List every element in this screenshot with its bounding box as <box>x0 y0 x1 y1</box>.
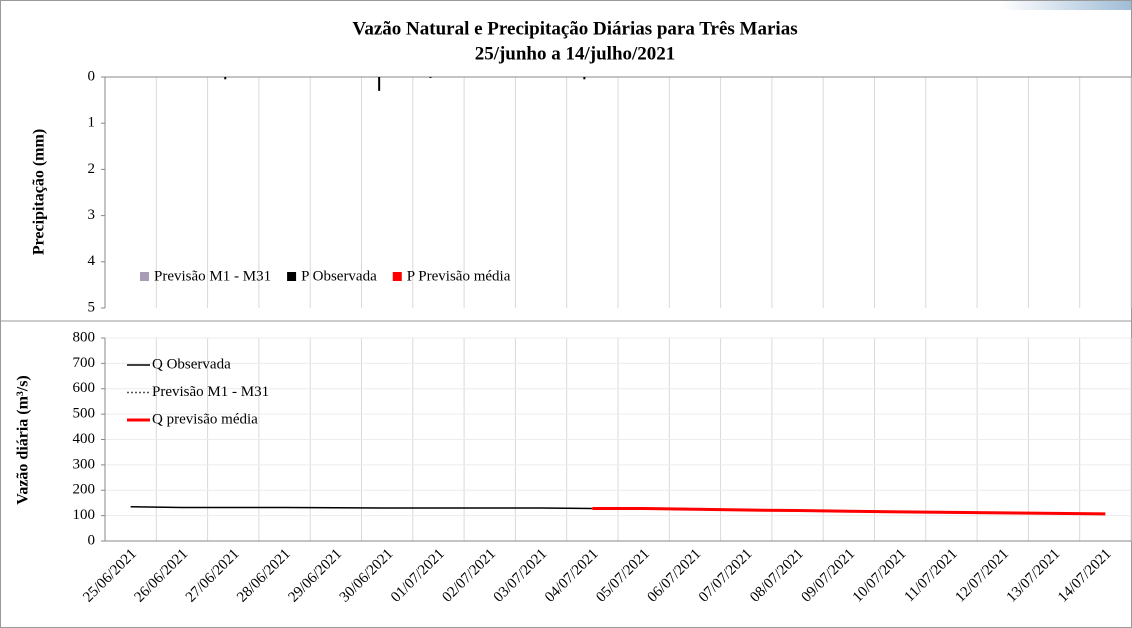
x-tick-label: 14/07/2021 <box>1055 546 1115 606</box>
x-tick-label: 03/07/2021 <box>491 546 551 606</box>
legend-label: Q previsão média <box>152 411 258 427</box>
y-tick-label: 4 <box>88 253 96 269</box>
x-tick-label: 27/06/2021 <box>183 546 243 606</box>
x-tick-label: 13/07/2021 <box>1004 546 1064 606</box>
x-tick-label: 12/07/2021 <box>952 546 1012 606</box>
bar <box>224 77 227 80</box>
x-tick-label: 01/07/2021 <box>388 546 448 606</box>
bar <box>429 77 432 78</box>
y-tick-label: 0 <box>88 532 96 548</box>
bar <box>583 77 586 80</box>
legend-label: Previsão M1 - M31 <box>152 384 269 400</box>
y-axis-title: Vazão diária (m³/s) <box>15 375 32 505</box>
x-tick-label: 09/07/2021 <box>798 546 858 606</box>
y-tick-label: 200 <box>73 482 96 498</box>
x-tick-label: 04/07/2021 <box>542 546 602 606</box>
y-tick-label: 400 <box>73 431 96 447</box>
legend-label: Previsão M1 - M31 <box>154 268 271 284</box>
y-tick-label: 600 <box>73 380 96 396</box>
x-tick-label: 02/07/2021 <box>439 546 499 606</box>
corner-decoration <box>1000 0 1132 10</box>
x-tick-label: 11/07/2021 <box>901 546 960 605</box>
y-tick-label: 100 <box>73 507 96 523</box>
x-tick-label: 06/07/2021 <box>645 546 705 606</box>
legend-label: Q Observada <box>152 356 231 372</box>
y-tick-label: 300 <box>73 456 96 472</box>
legend-swatch <box>392 272 402 281</box>
legend-label: P Observada <box>301 268 377 284</box>
y-tick-label: 3 <box>88 207 96 223</box>
chart-title: Vazão Natural e Precipitação Diárias par… <box>352 18 797 39</box>
y-tick-label: 5 <box>88 299 96 315</box>
x-tick-label: 28/06/2021 <box>234 546 294 606</box>
legend-swatch <box>287 272 297 281</box>
y-tick-label: 1 <box>88 115 96 131</box>
y-axis-title: Precipitação (mm) <box>31 129 48 255</box>
y-tick-label: 700 <box>73 355 96 371</box>
x-tick-label: 30/06/2021 <box>337 546 397 606</box>
legend-swatch <box>140 272 149 281</box>
line-series <box>130 505 593 510</box>
line-series <box>592 507 1106 516</box>
x-tick-label: 05/07/2021 <box>593 546 653 606</box>
y-tick-label: 2 <box>88 161 96 177</box>
y-tick-label: 500 <box>73 406 96 422</box>
y-tick-label: 0 <box>88 68 96 84</box>
x-tick-label: 25/06/2021 <box>80 546 140 606</box>
y-tick-label: 800 <box>73 329 96 345</box>
x-tick-label: 29/06/2021 <box>285 546 345 606</box>
x-tick-label: 07/07/2021 <box>696 546 756 606</box>
x-tick-label: 08/07/2021 <box>747 546 807 606</box>
x-tick-label: 10/07/2021 <box>850 546 910 606</box>
legend-label: P Previsão média <box>407 268 511 284</box>
chart-subtitle: 25/junho a 14/julho/2021 <box>475 43 676 64</box>
bar <box>378 77 381 91</box>
x-tick-label: 26/06/2021 <box>132 546 192 606</box>
